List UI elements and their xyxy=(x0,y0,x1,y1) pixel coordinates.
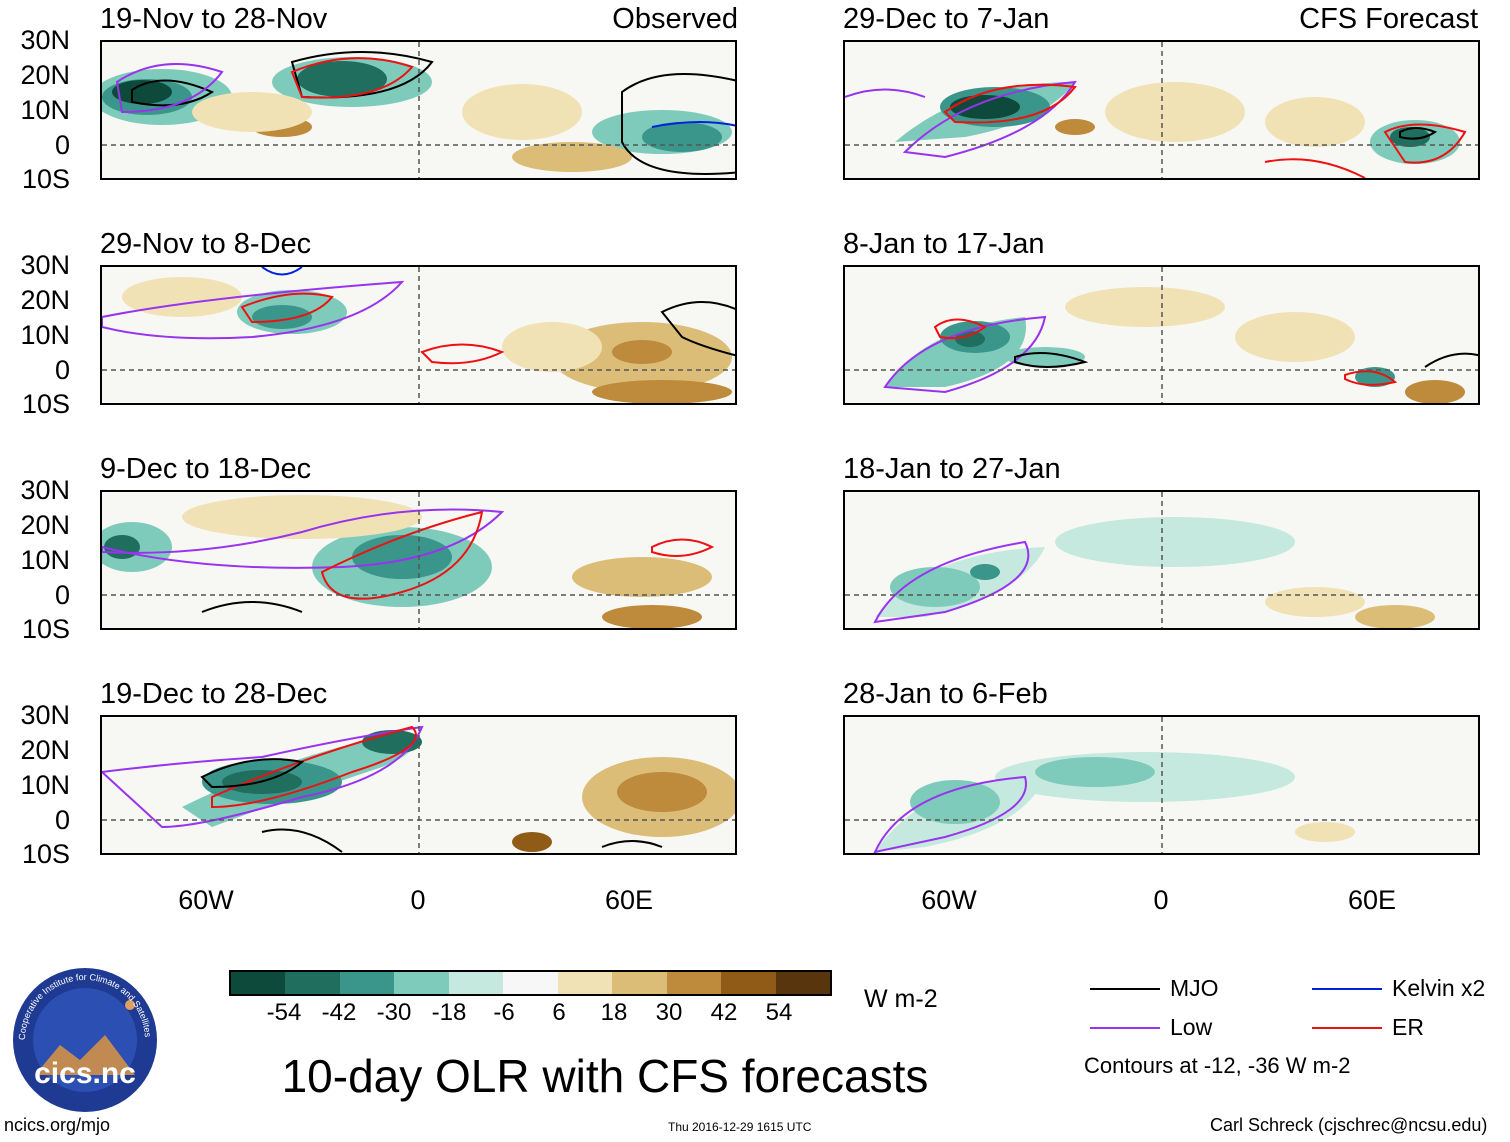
observed-label: Observed xyxy=(612,3,738,35)
footer-author: Carl Schreck (cjschrec@ncsu.edu) xyxy=(1210,1115,1488,1135)
legend-line-kelvin xyxy=(1312,988,1382,990)
legend-line-low xyxy=(1090,1027,1160,1029)
panel-title-8: 28-Jan to 6-Feb xyxy=(843,678,1048,710)
panel-title-2: 29-Nov to 8-Dec xyxy=(100,228,312,260)
logo-text: cics.nc xyxy=(34,1057,136,1090)
lat-label: 10S xyxy=(21,389,70,419)
colorbar-swatch xyxy=(775,972,830,994)
panel-title-5: 29-Dec to 7-Jan xyxy=(843,3,1050,35)
colorbar-tick: -18 xyxy=(431,999,467,1026)
forecast-label: CFS Forecast xyxy=(1299,3,1478,35)
colorbar-tick: -6 xyxy=(493,999,515,1026)
colorbar-tick: -30 xyxy=(376,999,412,1026)
panel-title-7: 18-Jan to 27-Jan xyxy=(843,453,1061,485)
colorbar xyxy=(229,970,832,996)
lat-label: 10N xyxy=(20,320,70,350)
colorbar-swatch xyxy=(721,972,776,994)
lat-label: 10S xyxy=(21,839,70,869)
lat-label: 0 xyxy=(54,355,70,385)
panel-title-1: 19-Nov to 28-Nov xyxy=(100,3,328,35)
cics-logo: Cooperative Institute for Climate and Sa… xyxy=(10,965,160,1115)
olr-map-observed-4 xyxy=(100,715,737,855)
olr-map-observed-1 xyxy=(100,40,737,180)
lat-label: 20N xyxy=(20,285,70,315)
legend-line-er xyxy=(1312,1027,1382,1029)
lat-label: 30N xyxy=(20,250,70,280)
olr-map-forecast-4 xyxy=(843,715,1480,855)
colorbar-tick: 30 xyxy=(655,999,683,1026)
lon-label: 60E xyxy=(1347,885,1397,915)
lat-label: 20N xyxy=(20,60,70,90)
legend-label: MJO xyxy=(1170,975,1219,1001)
legend-label: Kelvin x2 xyxy=(1392,975,1486,1001)
panel-title-4: 19-Dec to 28-Dec xyxy=(100,678,328,710)
lat-label: 30N xyxy=(20,700,70,730)
colorbar-swatch xyxy=(503,972,558,994)
olr-map-forecast-1 xyxy=(843,40,1480,180)
lat-label: 0 xyxy=(54,130,70,160)
lat-label: 10S xyxy=(21,164,70,194)
lat-label: 0 xyxy=(54,580,70,610)
colorbar-swatch xyxy=(612,972,667,994)
lat-label: 30N xyxy=(20,475,70,505)
colorbar-tick: 42 xyxy=(710,999,738,1026)
colorbar-swatch xyxy=(285,972,340,994)
lat-label: 10N xyxy=(20,770,70,800)
footer-timestamp: Thu 2016-12-29 1615 UTC xyxy=(668,1120,812,1134)
colorbar-tick: -54 xyxy=(266,999,302,1026)
colorbar-tick: 6 xyxy=(552,999,566,1026)
panel-title-3: 9-Dec to 18-Dec xyxy=(100,453,312,485)
legend-label: Low xyxy=(1170,1014,1213,1040)
legend-line-mjo xyxy=(1090,988,1160,990)
olr-map-observed-2 xyxy=(100,265,737,405)
lat-label: 0 xyxy=(54,805,70,835)
olr-map-observed-3 xyxy=(100,490,737,630)
colorbar-tick: 18 xyxy=(600,999,628,1026)
colorbar-tick: -42 xyxy=(321,999,357,1026)
lat-label: 20N xyxy=(20,510,70,540)
colorbar-swatch xyxy=(231,972,286,994)
colorbar-swatch xyxy=(394,972,449,994)
colorbar-swatch xyxy=(557,972,613,994)
lon-label: 0 xyxy=(1153,885,1169,915)
lon-label: 60E xyxy=(604,885,654,915)
contour-note: Contours at -12, -36 W m-2 xyxy=(1084,1053,1351,1078)
footer-left-link[interactable]: ncics.org/mjo xyxy=(4,1115,111,1135)
legend-label: ER xyxy=(1392,1014,1424,1040)
lon-label: 60W xyxy=(178,885,234,915)
lat-label: 30N xyxy=(20,25,70,55)
colorbar-swatch xyxy=(666,972,722,994)
olr-map-forecast-3 xyxy=(843,490,1480,630)
figure-title: 10-day OLR with CFS forecasts xyxy=(281,1050,929,1102)
colorbar-swatch xyxy=(448,972,504,994)
colorbar-tick: 54 xyxy=(765,999,793,1026)
panel-title-6: 8-Jan to 17-Jan xyxy=(843,228,1045,260)
colorbar-swatch xyxy=(339,972,395,994)
lat-label: 20N xyxy=(20,735,70,765)
lat-label: 10N xyxy=(20,95,70,125)
colorbar-unit: W m-2 xyxy=(864,985,938,1013)
lon-label: 0 xyxy=(410,885,426,915)
olr-map-forecast-2 xyxy=(843,265,1480,405)
lat-label: 10N xyxy=(20,545,70,575)
lat-label: 10S xyxy=(21,614,70,644)
lon-label: 60W xyxy=(921,885,977,915)
